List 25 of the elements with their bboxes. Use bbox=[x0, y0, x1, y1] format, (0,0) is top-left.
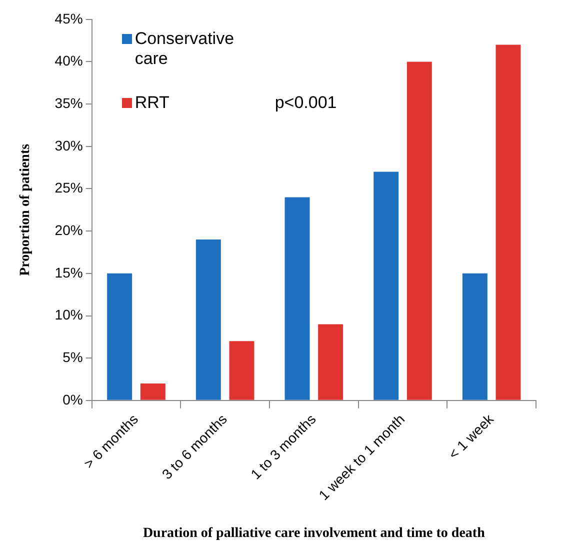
y-tick-label: 10% bbox=[54, 306, 83, 323]
bar bbox=[229, 341, 254, 400]
y-tick-label: 35% bbox=[54, 94, 83, 111]
y-tick-label: 25% bbox=[54, 180, 83, 196]
bar bbox=[140, 383, 166, 400]
bar bbox=[318, 324, 344, 400]
legend-label: Conservative care bbox=[134, 29, 236, 70]
y-tick-label: 45% bbox=[54, 10, 83, 26]
bar bbox=[374, 172, 399, 400]
y-tick-label: 30% bbox=[54, 137, 83, 154]
bar bbox=[107, 273, 132, 400]
bar bbox=[496, 44, 521, 400]
y-tick-label: 15% bbox=[54, 264, 83, 280]
x-axis-title: Duration of palliative care involvement and time to death bbox=[142, 526, 486, 542]
y-tick-label: 20% bbox=[54, 222, 83, 238]
bar bbox=[284, 197, 310, 400]
y-tick-label: 0% bbox=[62, 391, 83, 408]
bar bbox=[462, 273, 488, 400]
bar bbox=[196, 240, 221, 400]
y-tick-label: 40% bbox=[54, 52, 83, 69]
legend-label: RRT bbox=[134, 93, 170, 114]
y-axis-title: Proportion of patients bbox=[18, 143, 34, 276]
y-tick-label: 5% bbox=[62, 348, 83, 365]
annotation: p<0.001 bbox=[274, 93, 337, 114]
bar bbox=[406, 62, 432, 400]
